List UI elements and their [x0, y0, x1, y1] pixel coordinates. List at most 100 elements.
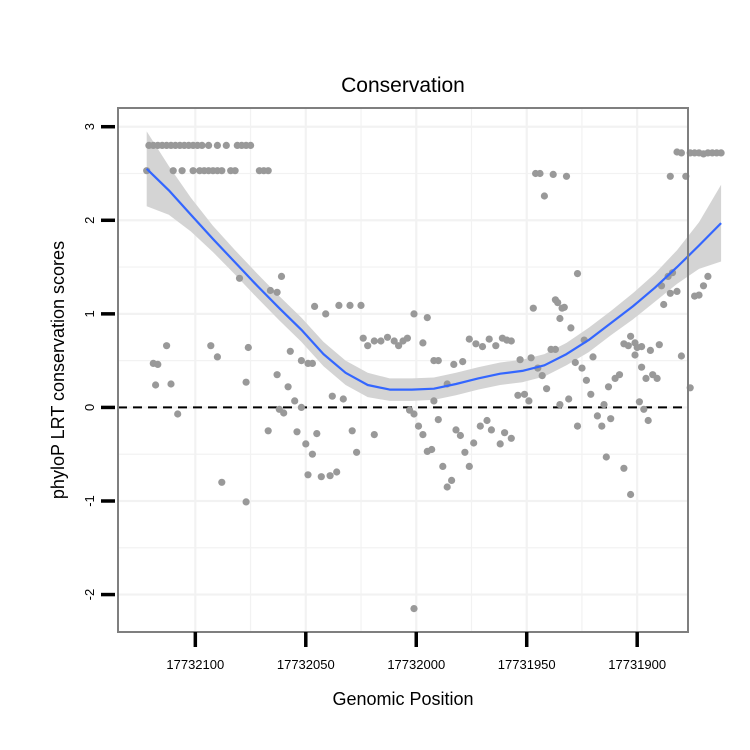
y-axis-label: phyloP LRT conservation scores [48, 241, 68, 499]
y-tick-label: -2 [82, 589, 97, 601]
data-point [419, 431, 427, 439]
data-point [304, 471, 312, 479]
data-point [589, 353, 597, 361]
data-point [487, 426, 495, 434]
data-point [538, 372, 546, 380]
data-point [313, 430, 321, 438]
data-point [297, 357, 305, 365]
data-point [456, 431, 464, 440]
data-point [218, 167, 226, 175]
data-point [242, 498, 250, 506]
data-point [231, 167, 239, 175]
grid-lines [118, 108, 688, 632]
data-point [291, 397, 299, 405]
data-point [414, 422, 423, 430]
data-point [264, 427, 272, 435]
data-point [218, 478, 226, 486]
data-point [642, 374, 650, 382]
data-point [507, 337, 515, 345]
data-point [573, 422, 582, 430]
data-point [565, 395, 573, 403]
data-point [492, 342, 500, 350]
data-point [244, 343, 252, 352]
data-point [434, 357, 442, 365]
data-point [602, 453, 610, 461]
data-point [163, 342, 171, 350]
data-point [677, 352, 686, 360]
data-point [205, 141, 213, 149]
data-point [627, 490, 635, 499]
data-point [556, 314, 564, 323]
data-point [439, 462, 447, 470]
data-point [611, 374, 619, 382]
data-point [403, 334, 411, 342]
data-point [284, 383, 292, 391]
data-point [627, 332, 635, 340]
data-point [266, 286, 274, 295]
data-point [520, 390, 529, 398]
data-point [516, 356, 524, 364]
data-point [450, 360, 458, 368]
data-point [582, 376, 591, 384]
data-point [549, 170, 557, 178]
plot-frame-layer [117, 107, 689, 633]
data-point [143, 167, 151, 175]
data-point [470, 439, 478, 447]
data-point [189, 167, 197, 175]
data-point [410, 605, 418, 613]
data-point [273, 371, 281, 379]
data-point [635, 398, 644, 406]
x-axis: 17732100 17732050 17732000 17731950 17731900 [166, 632, 666, 672]
data-point [383, 333, 392, 341]
data-point [640, 405, 648, 413]
data-point [333, 468, 341, 476]
data-point [573, 270, 582, 278]
chart-title: Conservation [341, 74, 465, 97]
x-tick-label: 17732100 [166, 657, 224, 672]
data-point [600, 401, 608, 409]
data-point [235, 274, 244, 282]
data-point [529, 304, 537, 312]
data-point [638, 363, 646, 371]
data-point [476, 422, 484, 430]
data-point [326, 472, 334, 480]
data-point [459, 358, 467, 366]
data-point [483, 416, 491, 425]
data-point [377, 337, 385, 345]
data-point [448, 476, 456, 484]
data-point [311, 302, 319, 310]
data-point [222, 141, 230, 149]
data-point [174, 410, 182, 418]
data-point [317, 473, 325, 481]
data-point [624, 342, 632, 350]
data-point [699, 282, 708, 290]
data-point [551, 296, 560, 304]
data-point [465, 335, 473, 343]
data-point [242, 378, 250, 386]
data-point [540, 192, 549, 200]
x-axis-label: Genomic Position [332, 689, 473, 709]
data-point [335, 301, 343, 309]
data-point [154, 360, 162, 368]
data-point [631, 351, 639, 359]
data-point [677, 149, 686, 157]
data-point [348, 427, 356, 435]
data-point [264, 167, 272, 175]
data-point [364, 342, 372, 350]
data-point [620, 464, 628, 472]
y-tick-label: 2 [82, 217, 97, 224]
data-point [704, 272, 712, 280]
data-point [666, 172, 674, 180]
data-point [213, 141, 221, 149]
y-axis: -2 -1 0 1 2 3 [82, 123, 115, 600]
x-tick-label: 17732050 [277, 657, 335, 672]
data-point [543, 385, 551, 393]
data-point [562, 172, 571, 180]
y-tick-label: -1 [82, 495, 97, 507]
data-point [593, 412, 602, 420]
data-point [395, 342, 403, 350]
data-point [169, 167, 177, 175]
data-point [419, 339, 427, 347]
data-point [390, 337, 398, 345]
data-point [514, 391, 522, 399]
